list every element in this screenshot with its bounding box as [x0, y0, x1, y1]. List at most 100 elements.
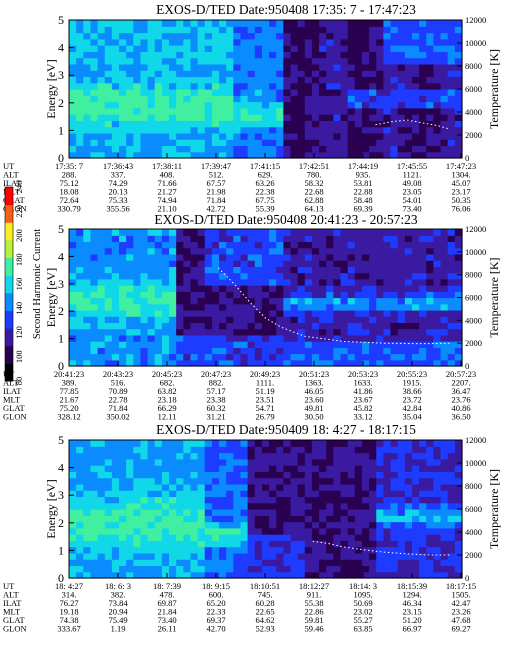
heatmap-cell: [254, 297, 263, 305]
heatmap-cell: [90, 285, 99, 292]
heatmap-cell: [340, 546, 349, 554]
heatmap-cell: [233, 278, 242, 286]
heatmap-cell: [190, 57, 199, 65]
heatmap-cell: [197, 278, 206, 286]
heatmap-cell: [433, 114, 442, 121]
heatmap-cell: [161, 272, 170, 280]
heatmap-cell: [240, 63, 249, 71]
heatmap-cell: [290, 546, 299, 554]
heatmap-cell: [133, 253, 142, 261]
heatmap-cell: [226, 26, 234, 34]
heatmap-cell: [90, 235, 99, 243]
heatmap-cell: [90, 266, 99, 274]
y-tick-label: 4: [58, 249, 64, 263]
heatmap-cell: [276, 440, 284, 447]
heatmap-cell: [261, 272, 270, 280]
heatmap-cell: [69, 509, 77, 516]
heatmap-cell: [104, 565, 113, 573]
heatmap-cell: [176, 465, 184, 472]
heatmap-cell: [304, 151, 313, 159]
heatmap-cell: [333, 272, 342, 280]
heatmap-cell: [347, 565, 356, 573]
heatmap-cell: [454, 546, 463, 554]
heatmap-cell: [269, 452, 277, 460]
heatmap-cell: [90, 145, 99, 153]
heatmap-cell: [104, 26, 113, 34]
heatmap-cell: [76, 260, 84, 267]
heatmap-cell: [140, 51, 149, 59]
heatmap-cell: [204, 328, 213, 336]
heatmap-cell: [347, 527, 356, 535]
heatmap-cell: [269, 515, 277, 523]
heatmap-cell: [140, 303, 149, 311]
heatmap-cell: [276, 272, 284, 280]
heatmap-cell: [197, 341, 206, 348]
heatmap-cell: [204, 303, 213, 311]
heatmap-cell: [119, 272, 127, 280]
heatmap-cell: [411, 353, 420, 361]
heatmap-cell: [404, 241, 413, 249]
heatmap-cell: [133, 322, 142, 330]
heatmap-cell: [176, 272, 184, 280]
heatmap-cell: [226, 20, 234, 27]
heatmap-cell: [276, 76, 284, 84]
heatmap-cell: [147, 521, 156, 529]
heatmap-cell: [297, 26, 306, 34]
orbit-value: 1111.: [256, 378, 274, 388]
orbit-value: 74.94: [157, 195, 177, 205]
heatmap-cell: [83, 309, 92, 317]
heatmap-cell: [183, 309, 192, 317]
heatmap-cell: [269, 322, 277, 330]
heatmap-cell: [169, 26, 177, 34]
heatmap-cell: [83, 235, 92, 243]
heatmap-cell: [204, 260, 213, 267]
heatmap-cell: [369, 328, 377, 336]
heatmap-cell: [183, 291, 192, 299]
heatmap-cell: [369, 347, 377, 355]
heatmap-cell: [354, 322, 363, 330]
heatmap-cell: [154, 89, 163, 96]
heatmap-cell: [111, 565, 120, 573]
heatmap-cell: [411, 272, 420, 280]
heatmap-cell: [76, 552, 84, 560]
heatmap-cell: [404, 51, 413, 59]
heatmap-cell: [361, 266, 370, 274]
heatmap-cell: [104, 571, 113, 579]
heatmap-cell: [454, 446, 463, 454]
heatmap-cell: [69, 316, 77, 324]
heatmap-cell: [340, 322, 349, 330]
heatmap-cell: [383, 552, 392, 560]
heatmap-cell: [383, 303, 392, 311]
heatmap-cell: [311, 63, 320, 71]
heatmap-cell: [369, 471, 377, 479]
heatmap-cell: [154, 334, 163, 342]
heatmap-cell: [383, 32, 392, 40]
heatmap-cell: [433, 565, 442, 573]
heatmap-cell: [176, 534, 184, 541]
heatmap-cell: [69, 322, 77, 330]
heatmap-cell: [290, 571, 299, 579]
heatmap-cell: [383, 521, 392, 529]
heatmap-cell: [354, 465, 363, 472]
heatmap-cell: [440, 540, 449, 548]
heatmap-cell: [333, 266, 342, 274]
heatmap-cell: [376, 559, 384, 567]
heatmap-cell: [447, 297, 456, 305]
heatmap-cell: [197, 63, 206, 71]
heatmap-cell: [76, 515, 84, 523]
heatmap-cell: [311, 571, 320, 579]
heatmap-cell: [390, 151, 399, 159]
heatmap-cell: [319, 63, 327, 71]
heatmap-cell: [304, 297, 313, 305]
heatmap-cell: [426, 347, 435, 355]
heatmap-cell: [304, 477, 313, 485]
heatmap-cell: [290, 145, 299, 153]
heatmap-cell: [76, 565, 84, 573]
heatmap-cell: [411, 278, 420, 286]
heatmap-cell: [69, 347, 77, 355]
heatmap-cell: [83, 120, 92, 128]
heatmap-cell: [119, 546, 127, 554]
heatmap-cell: [404, 490, 413, 498]
heatmap-cell: [154, 353, 163, 361]
heatmap-cell: [433, 20, 442, 27]
